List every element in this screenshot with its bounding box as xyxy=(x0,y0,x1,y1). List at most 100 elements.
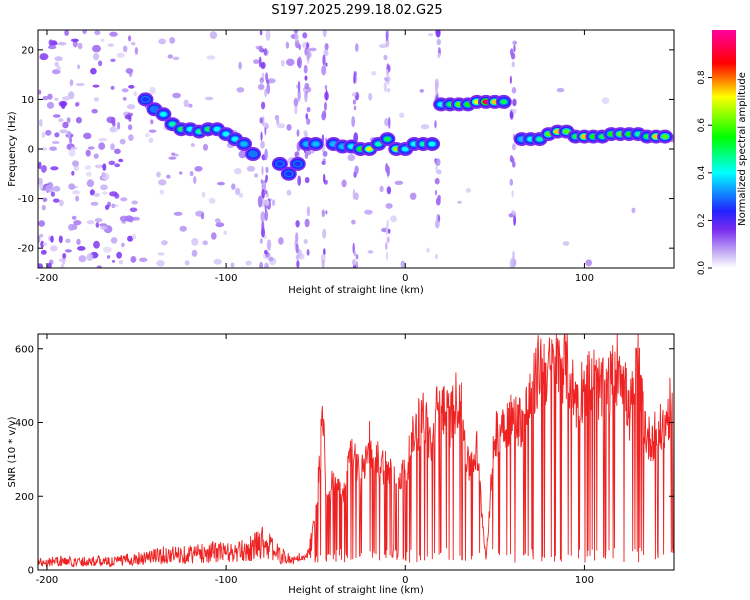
spectrogram-noise-blob xyxy=(114,163,121,168)
spectrogram-noise-blob xyxy=(41,165,47,172)
spectrogram-noise-blob xyxy=(193,176,197,184)
spectrogram-noise-blob xyxy=(38,263,44,268)
spectrogram-noise-blob xyxy=(238,150,247,159)
snr-line-layer xyxy=(37,333,675,568)
spectrogram-streak-blob xyxy=(353,250,356,257)
colorbar-tick-label: 0.6 xyxy=(697,118,707,133)
spectrogram-streak-blob xyxy=(306,48,311,61)
spectrogram-streak-blob xyxy=(304,82,310,90)
track-point xyxy=(151,107,158,112)
spectrogram-noise-blob xyxy=(601,97,610,105)
spectrogram-streak-blob xyxy=(263,189,268,195)
spectrogram-noise-blob xyxy=(119,215,129,222)
track-point xyxy=(375,141,382,147)
spectrogram-noise-blob xyxy=(92,44,101,53)
spectrogram-streak-blob xyxy=(264,148,268,161)
spectrogram-streak-blob xyxy=(322,110,327,119)
spectrogram-noise-blob xyxy=(144,132,150,138)
spectrogram-noise-blob xyxy=(75,82,85,87)
spectrogram-noise-blob xyxy=(47,93,53,100)
spectrogram-streak-blob xyxy=(297,80,301,93)
spectrogram-noise-blob xyxy=(42,242,48,246)
spectrogram-streak-blob xyxy=(264,199,270,206)
spectrogram-noise-blob xyxy=(48,39,53,47)
track-point xyxy=(285,171,293,177)
spectrogram-noise-blob xyxy=(110,85,115,90)
x-tick-label: -200 xyxy=(36,273,59,284)
y-tick-label: 200 xyxy=(15,492,34,503)
spectrogram-noise-blob xyxy=(47,45,57,50)
spectrogram-streak-blob xyxy=(434,120,437,129)
spectrogram-streak-blob xyxy=(513,44,516,53)
spectrogram-noise-blob xyxy=(378,43,388,49)
spectrogram-streak-blob xyxy=(258,45,264,53)
spectrogram-streak-blob xyxy=(266,83,271,95)
spectrogram-noise-blob xyxy=(385,203,393,209)
spectrogram-noise-blob xyxy=(371,71,377,76)
spectrogram-noise-blob xyxy=(54,56,63,62)
spectrogram-x-axis: -200 -100 0 100 xyxy=(36,30,594,284)
spectrogram-noise-blob xyxy=(157,252,165,256)
spectrogram-streak-blob xyxy=(265,30,271,41)
spectrogram-noise-blob xyxy=(108,160,116,166)
spectrogram-noise-layer xyxy=(38,30,674,268)
track-point xyxy=(142,97,149,102)
spectrogram-noise-blob xyxy=(215,222,225,228)
track-point xyxy=(661,134,669,139)
spectrogram-noise-blob xyxy=(38,177,43,185)
x-tick-label: 0 xyxy=(402,575,408,586)
spectrogram-noise-blob xyxy=(76,238,81,245)
spectrogram-streak-blob xyxy=(512,98,517,107)
spectrogram-noise-blob xyxy=(102,163,107,171)
spectrogram-streak-blob xyxy=(388,116,391,129)
spectrogram-noise-blob xyxy=(341,179,347,188)
spectrogram-noise-blob xyxy=(92,84,100,88)
spectrogram-noise-blob xyxy=(86,179,95,188)
spectrogram-noise-blob xyxy=(68,223,75,231)
spectrogram-noise-blob xyxy=(158,38,166,45)
spectrogram-streak-blob xyxy=(322,150,328,157)
spectrogram-streak-blob xyxy=(260,61,266,69)
spectrogram-noise-blob xyxy=(111,259,116,263)
spectrogram-noise-blob xyxy=(271,199,276,207)
spectrogram-streak-blob xyxy=(323,173,326,183)
spectrogram-noise-blob xyxy=(118,158,124,163)
snr-y-axis: 0 200 400 600 xyxy=(15,344,674,577)
spectrogram-streak-blob xyxy=(304,90,308,103)
spectrogram-noise-blob xyxy=(66,117,71,123)
colorbar-tick-label: 0.4 xyxy=(697,165,707,180)
spectrogram-streak-blob xyxy=(351,258,357,266)
spectrogram-noise-blob xyxy=(128,134,134,142)
spectrogram-noise-blob xyxy=(465,187,471,193)
spectrogram-streak-blob xyxy=(259,261,264,268)
track-point xyxy=(169,121,176,127)
spectrogram-noise-blob xyxy=(100,225,108,230)
spectrogram-noise-blob xyxy=(131,200,138,205)
spectrogram-noise-blob xyxy=(158,179,167,186)
colorbar-tick-label: 0.0 xyxy=(697,261,707,276)
spectrogram-streak-blob xyxy=(354,192,359,201)
spectrogram-noise-blob xyxy=(54,61,59,67)
spectrogram-streak-blob xyxy=(434,177,440,185)
track-point xyxy=(160,112,167,117)
spectrogram-noise-blob xyxy=(150,119,154,125)
spectrogram-streak-blob xyxy=(295,232,299,243)
spectrogram-noise-blob xyxy=(97,164,101,169)
spectrogram-noise-blob xyxy=(68,183,76,190)
spectrogram-streak-blob xyxy=(436,38,441,46)
spectrogram-noise-blob xyxy=(189,170,194,177)
spectrogram-noise-blob xyxy=(68,148,76,157)
spectrogram-streak-blob xyxy=(384,77,388,81)
spectrogram-noise-blob xyxy=(132,233,137,240)
spectrogram-streak-blob xyxy=(384,117,389,127)
spectrogram-noise-blob xyxy=(188,103,193,108)
spectrogram-streak-blob xyxy=(353,73,356,84)
spectrogram-streak-blob xyxy=(295,254,300,261)
spectrogram-noise-blob xyxy=(184,260,190,266)
spectrogram-noise-blob xyxy=(191,249,198,257)
spectrogram-y-axis-label: Frequency (Hz) xyxy=(7,111,18,187)
spectrogram-streak-blob xyxy=(509,75,512,85)
spectrogram-noise-blob xyxy=(409,192,417,200)
spectrogram-streak-blob xyxy=(295,243,299,254)
spectrogram-noise-blob xyxy=(394,180,404,185)
